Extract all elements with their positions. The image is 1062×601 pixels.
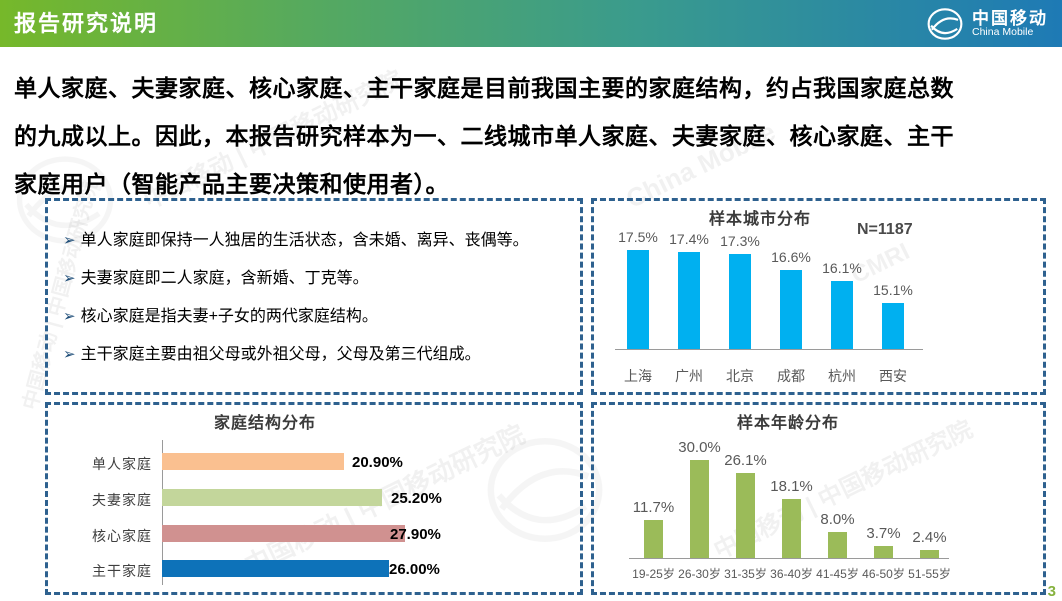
bar-category-label: 41-45岁 xyxy=(816,567,859,581)
bullet-arrow-icon: ➢ xyxy=(63,232,76,249)
family-structure-panel: 家庭结构分布 单人家庭 20.90% 夫妻家庭 25.20% 核心家庭 27.90% 主干家… xyxy=(45,402,583,595)
bar xyxy=(780,270,802,349)
bar xyxy=(627,250,649,349)
page-number: 3 xyxy=(1047,583,1056,600)
bar xyxy=(162,525,405,542)
intro-line-3: 家庭用户（智能产品主要决策和使用者）。 xyxy=(14,171,449,197)
definition-item: ➢ 主干家庭主要由祖父母或外祖父母，父母及第三代组成。 xyxy=(63,336,570,374)
bullet-arrow-icon: ➢ xyxy=(63,308,76,325)
bar xyxy=(644,520,663,558)
bar-value-label: 15.1% xyxy=(873,282,913,298)
bar-value-label: 11.7% xyxy=(632,499,675,516)
brand-name-en: China Mobile xyxy=(972,26,1034,39)
y-axis-line xyxy=(162,440,163,585)
city-chart: 样本城市分布 N=1187 17.5% 上海 17.4% 广州 17.3% 北京 16.6%… xyxy=(591,198,1040,389)
age-distribution-panel: 样本年龄分布 11.7% 19-25岁 30.0% 26-30岁 26.1% 31-35岁… xyxy=(591,402,1046,595)
header-banner: 报告研究说明 中国移动 China Mobile xyxy=(0,0,1062,47)
bar-value-label: 3.7% xyxy=(866,525,901,542)
bar xyxy=(690,460,709,558)
china-mobile-logo-text: 中国移动 China Mobile xyxy=(972,8,1048,39)
family-chart: 家庭结构分布 单人家庭 20.90% 夫妻家庭 25.20% 核心家庭 27.90% 主干家… xyxy=(45,402,577,589)
definition-text: 夫妻家庭即二人家庭，含新婚、丁克等。 xyxy=(80,270,369,287)
brand-name-cn: 中国移动 xyxy=(972,8,1048,28)
bar-category-label: 成都 xyxy=(777,368,805,384)
bar-category-label: 19-25岁 xyxy=(632,567,675,581)
bar xyxy=(920,550,939,558)
bar xyxy=(162,560,389,577)
intro-paragraph: 单人家庭、夫妻家庭、核心家庭、主干家庭是目前我国主要的家庭结构，约占我国家庭总数… xyxy=(14,64,1054,208)
page-title: 报告研究说明 xyxy=(14,11,159,36)
definition-text: 单人家庭即保持一人独居的生活状态，含未婚、离异、丧偶等。 xyxy=(80,232,529,249)
bar-value-label: 26.00% xyxy=(389,561,440,578)
city-distribution-panel: 样本城市分布 N=1187 17.5% 上海 17.4% 广州 17.3% 北京 16.6%… xyxy=(591,198,1046,395)
definition-item: ➢ 单人家庭即保持一人独居的生活状态，含未婚、离异、丧偶等。 xyxy=(63,222,570,260)
bar-value-label: 16.6% xyxy=(771,249,811,265)
bar-category-label: 36-40岁 xyxy=(770,567,813,581)
bar-value-label: 17.4% xyxy=(669,231,709,247)
intro-line-2: 的九成以上。因此，本报告研究样本为一、二线城市单人家庭、夫妻家庭、核心家庭、主干 xyxy=(14,123,954,149)
definition-item: ➢ 核心家庭是指夫妻+子女的两代家庭结构。 xyxy=(63,298,570,336)
definitions-list: ➢ 单人家庭即保持一人独居的生活状态，含未婚、离异、丧偶等。 ➢ 夫妻家庭即二人家庭… xyxy=(48,201,580,374)
bar xyxy=(782,499,801,558)
bullet-arrow-icon: ➢ xyxy=(63,270,76,287)
bar xyxy=(678,252,700,349)
bar-value-label: 8.0% xyxy=(820,511,855,528)
chart-title: 家庭结构分布 xyxy=(213,415,317,432)
x-axis-line xyxy=(615,349,923,350)
bar xyxy=(831,281,853,349)
bar-category-label: 26-30岁 xyxy=(678,567,721,581)
definition-text: 核心家庭是指夫妻+子女的两代家庭结构。 xyxy=(80,308,378,325)
definition-item: ➢ 夫妻家庭即二人家庭，含新婚、丁克等。 xyxy=(63,260,570,298)
bar-value-label: 25.20% xyxy=(391,490,442,507)
bar-category-label: 广州 xyxy=(675,368,703,384)
bar-value-label: 17.3% xyxy=(720,233,760,249)
bar-category-label: 单人家庭 xyxy=(92,456,152,472)
china-mobile-logo-icon xyxy=(927,8,963,40)
bar-category-label: 核心家庭 xyxy=(92,528,152,544)
bar-value-label: 16.1% xyxy=(822,260,862,276)
bar-category-label: 西安 xyxy=(879,368,907,384)
bar-value-label: 26.1% xyxy=(724,452,767,469)
intro-line-1: 单人家庭、夫妻家庭、核心家庭、主干家庭是目前我国主要的家庭结构，约占我国家庭总数 xyxy=(14,75,954,101)
definitions-panel: ➢ 单人家庭即保持一人独居的生活状态，含未婚、离异、丧偶等。 ➢ 夫妻家庭即二人家庭… xyxy=(45,198,583,395)
bar-value-label: 20.90% xyxy=(352,454,403,471)
bar-category-label: 夫妻家庭 xyxy=(92,492,152,508)
bar-value-label: 30.0% xyxy=(678,439,721,456)
bar-category-label: 31-35岁 xyxy=(724,567,767,581)
bar xyxy=(882,303,904,349)
definition-text: 主干家庭主要由祖父母或外祖父母，父母及第三代组成。 xyxy=(80,346,481,363)
bar xyxy=(874,546,893,558)
sample-size-label: N=1187 xyxy=(857,221,913,238)
bar xyxy=(736,473,755,558)
x-axis-line xyxy=(629,558,949,559)
chart-title: 样本年龄分布 xyxy=(736,415,840,432)
bar xyxy=(828,532,847,558)
bar-value-label: 17.5% xyxy=(618,229,658,245)
bar-category-label: 北京 xyxy=(726,368,754,384)
bar-value-label: 2.4% xyxy=(912,529,947,546)
bar-category-label: 杭州 xyxy=(828,368,856,384)
bar-value-label: 18.1% xyxy=(770,478,813,495)
chart-title: 样本城市分布 xyxy=(708,211,812,228)
bar xyxy=(162,453,344,470)
age-chart: 样本年龄分布 11.7% 19-25岁 30.0% 26-30岁 26.1% 31-35岁… xyxy=(591,402,1040,589)
bar-category-label: 上海 xyxy=(624,368,652,384)
bar-category-label: 51-55岁 xyxy=(908,567,951,581)
bar xyxy=(162,489,382,506)
china-mobile-logo: 中国移动 China Mobile xyxy=(925,6,1048,42)
bar-category-label: 主干家庭 xyxy=(92,563,152,579)
bar-category-label: 46-50岁 xyxy=(862,567,905,581)
bar-value-label: 27.90% xyxy=(390,526,441,543)
bar xyxy=(729,254,751,349)
bullet-arrow-icon: ➢ xyxy=(63,346,76,363)
